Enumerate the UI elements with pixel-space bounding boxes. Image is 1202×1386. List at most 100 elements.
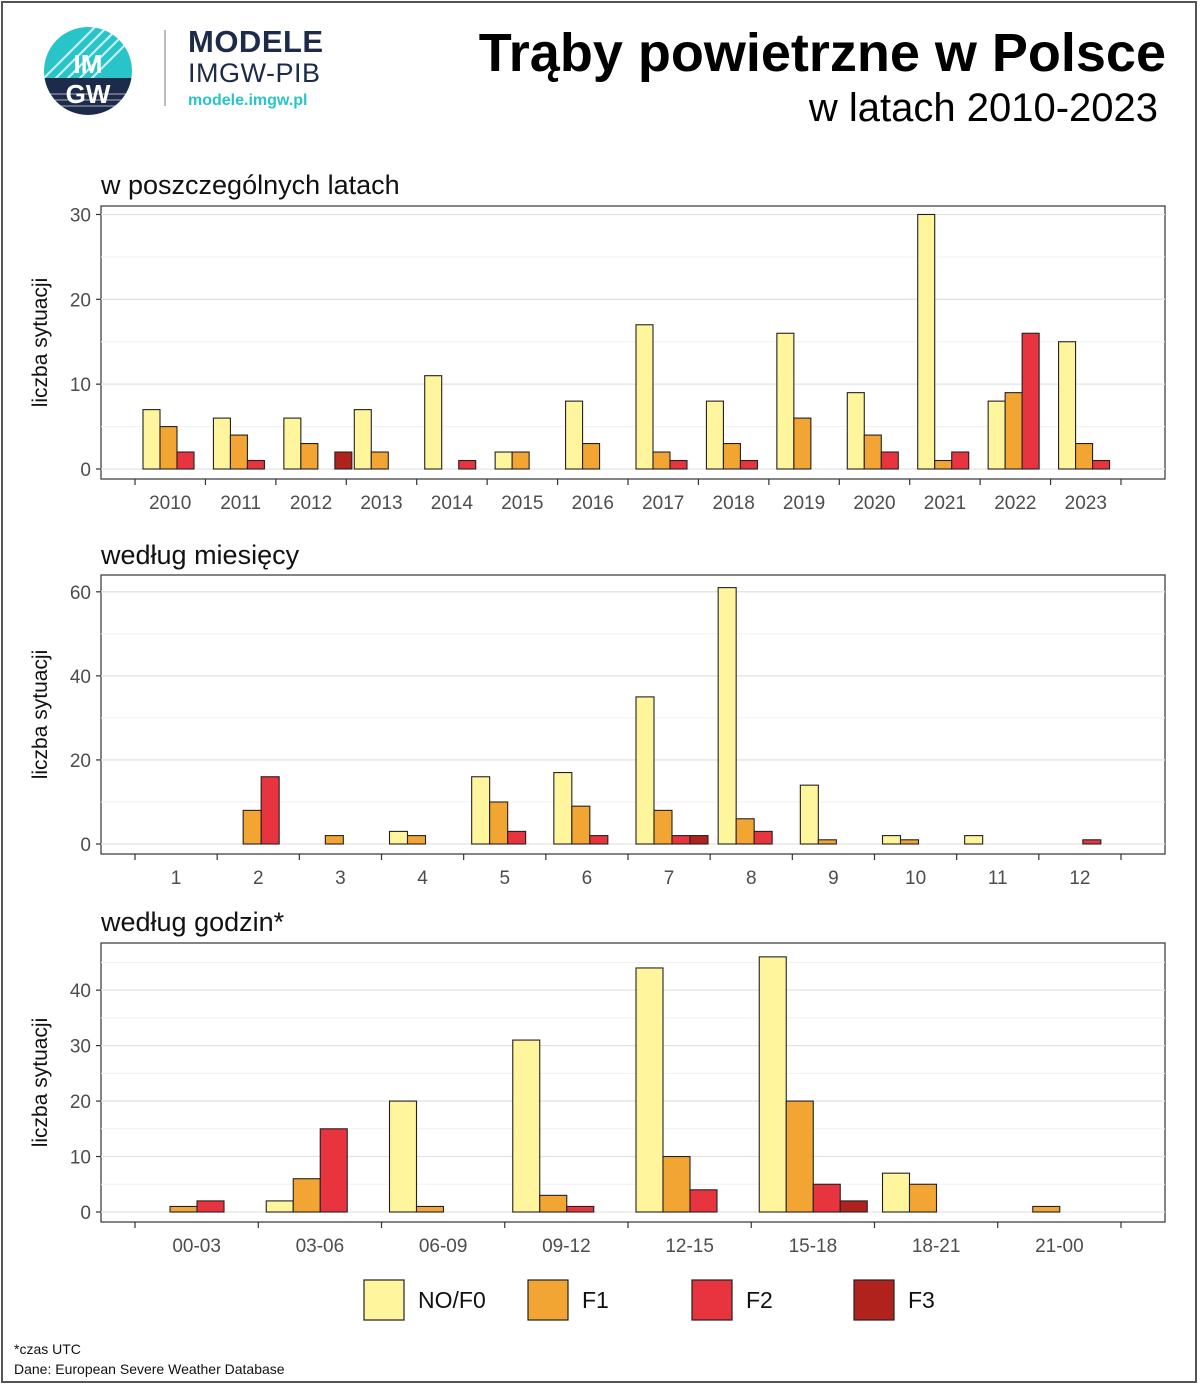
bar-f1	[229, 434, 248, 470]
bar-no-f0	[283, 417, 302, 470]
bar-f2	[1092, 459, 1111, 470]
x-tick-label: 2014	[431, 493, 474, 514]
x-tick-label: 5	[499, 868, 510, 889]
x-tick-label: 2021	[924, 493, 966, 514]
brand-name: MODELE	[188, 24, 324, 59]
bar-f2	[589, 835, 609, 845]
bar-f1	[652, 451, 671, 470]
bar-f1	[292, 1178, 321, 1213]
brand-institute: IMGW-PIB	[188, 58, 321, 88]
bar-f3	[839, 1200, 868, 1213]
bar-no-f0	[388, 1100, 418, 1213]
x-tick-label: 2016	[572, 493, 614, 514]
y-tick-label: 10	[70, 1148, 91, 1169]
bar-no-f0	[881, 1172, 911, 1213]
bar-no-f0	[776, 332, 795, 470]
panel-title: w poszczególnych latach	[100, 170, 400, 200]
bar-no-f0	[424, 375, 443, 470]
bar-no-f0	[512, 1039, 541, 1213]
x-tick-label: 2017	[642, 493, 684, 514]
x-tick-label: 06-09	[419, 1236, 468, 1257]
bar-no-f0	[635, 696, 655, 845]
x-tick-label: 7	[664, 868, 675, 889]
legend-swatch	[527, 1279, 569, 1321]
bar-f3	[689, 835, 709, 845]
imgw-logo: IM GW	[44, 27, 132, 115]
bar-f2	[739, 459, 758, 470]
x-tick-label: 2012	[290, 493, 332, 514]
bar-no-f0	[494, 451, 513, 470]
bar-no-f0	[565, 400, 584, 470]
bar-f1	[415, 1205, 445, 1213]
bar-f1	[817, 839, 837, 845]
x-tick-label: 18-21	[912, 1236, 961, 1257]
bar-f1	[1075, 442, 1094, 470]
legend-label: F2	[746, 1287, 773, 1313]
y-axis-label: liczba sytuacji	[29, 1018, 52, 1148]
bar-f1	[934, 459, 953, 470]
bar-f2	[196, 1200, 225, 1213]
bar-f1	[324, 835, 344, 845]
bar-no-f0	[388, 830, 409, 845]
bar-f2	[671, 835, 691, 845]
bar-f3	[334, 451, 353, 470]
bar-no-f0	[799, 784, 819, 845]
bar-no-f0	[265, 1200, 294, 1213]
x-tick-label: 4	[417, 868, 428, 889]
legend-swatch	[363, 1279, 405, 1321]
y-tick-label: 20	[70, 1092, 91, 1113]
legend: NO/F0 F1 F2 F3	[363, 1279, 935, 1321]
x-tick-label: 2020	[853, 493, 895, 514]
bar-f2	[319, 1128, 348, 1213]
bar-f2	[812, 1183, 841, 1213]
x-tick-label: 11	[988, 868, 1008, 889]
bar-no-f0	[705, 400, 724, 470]
y-axis-label: liczba sytuacji	[29, 278, 52, 408]
y-axis-label: liczba sytuacji	[29, 650, 52, 780]
legend-label: F3	[908, 1287, 935, 1313]
x-tick-label: 12	[1069, 868, 1090, 889]
y-tick-label: 40	[70, 667, 91, 688]
footnote-time: *czas UTC	[14, 1341, 81, 1357]
bar-f1	[722, 442, 741, 470]
bar-f1	[242, 809, 262, 845]
logo-text-top: IM	[74, 49, 103, 79]
bar-f1	[511, 451, 530, 470]
bar-no-f0	[471, 776, 491, 845]
x-tick-label: 12-15	[665, 1236, 714, 1257]
page-subtitle: w latach 2010-2023	[808, 86, 1158, 130]
bar-f2	[1082, 839, 1102, 845]
bar-f2	[566, 1205, 595, 1213]
page-title: Trąby powietrzne w Polsce	[478, 23, 1166, 83]
y-tick-label: 0	[80, 835, 91, 856]
x-tick-label: 2023	[1065, 493, 1107, 514]
x-tick-label: 2019	[783, 493, 825, 514]
y-tick-label: 20	[70, 751, 91, 772]
bar-f2	[176, 451, 195, 470]
bar-f1	[582, 442, 601, 470]
logo-text-bottom: GW	[66, 79, 111, 109]
x-tick-label: 2011	[220, 493, 261, 514]
legend-label: NO/F0	[418, 1287, 486, 1313]
bar-no-f0	[758, 956, 787, 1213]
x-tick-label: 00-03	[172, 1236, 221, 1257]
x-tick-label: 03-06	[296, 1236, 345, 1257]
bar-f2	[880, 451, 899, 470]
x-tick-label: 10	[905, 868, 926, 889]
bar-no-f0	[717, 587, 737, 845]
brand-url[interactable]: modele.imgw.pl	[188, 92, 308, 109]
bar-no-f0	[353, 409, 372, 470]
bar-f2	[1021, 332, 1040, 470]
legend-swatch	[691, 1279, 733, 1321]
bar-no-f0	[964, 835, 984, 845]
plot-area	[100, 942, 1166, 1223]
bar-no-f0	[1058, 341, 1077, 470]
bar-f2	[669, 459, 688, 470]
bar-f1	[571, 805, 591, 845]
bar-f1	[863, 434, 882, 470]
y-tick-label: 0	[80, 1203, 91, 1224]
x-tick-label: 09-12	[542, 1236, 591, 1257]
bar-f1	[300, 442, 319, 470]
